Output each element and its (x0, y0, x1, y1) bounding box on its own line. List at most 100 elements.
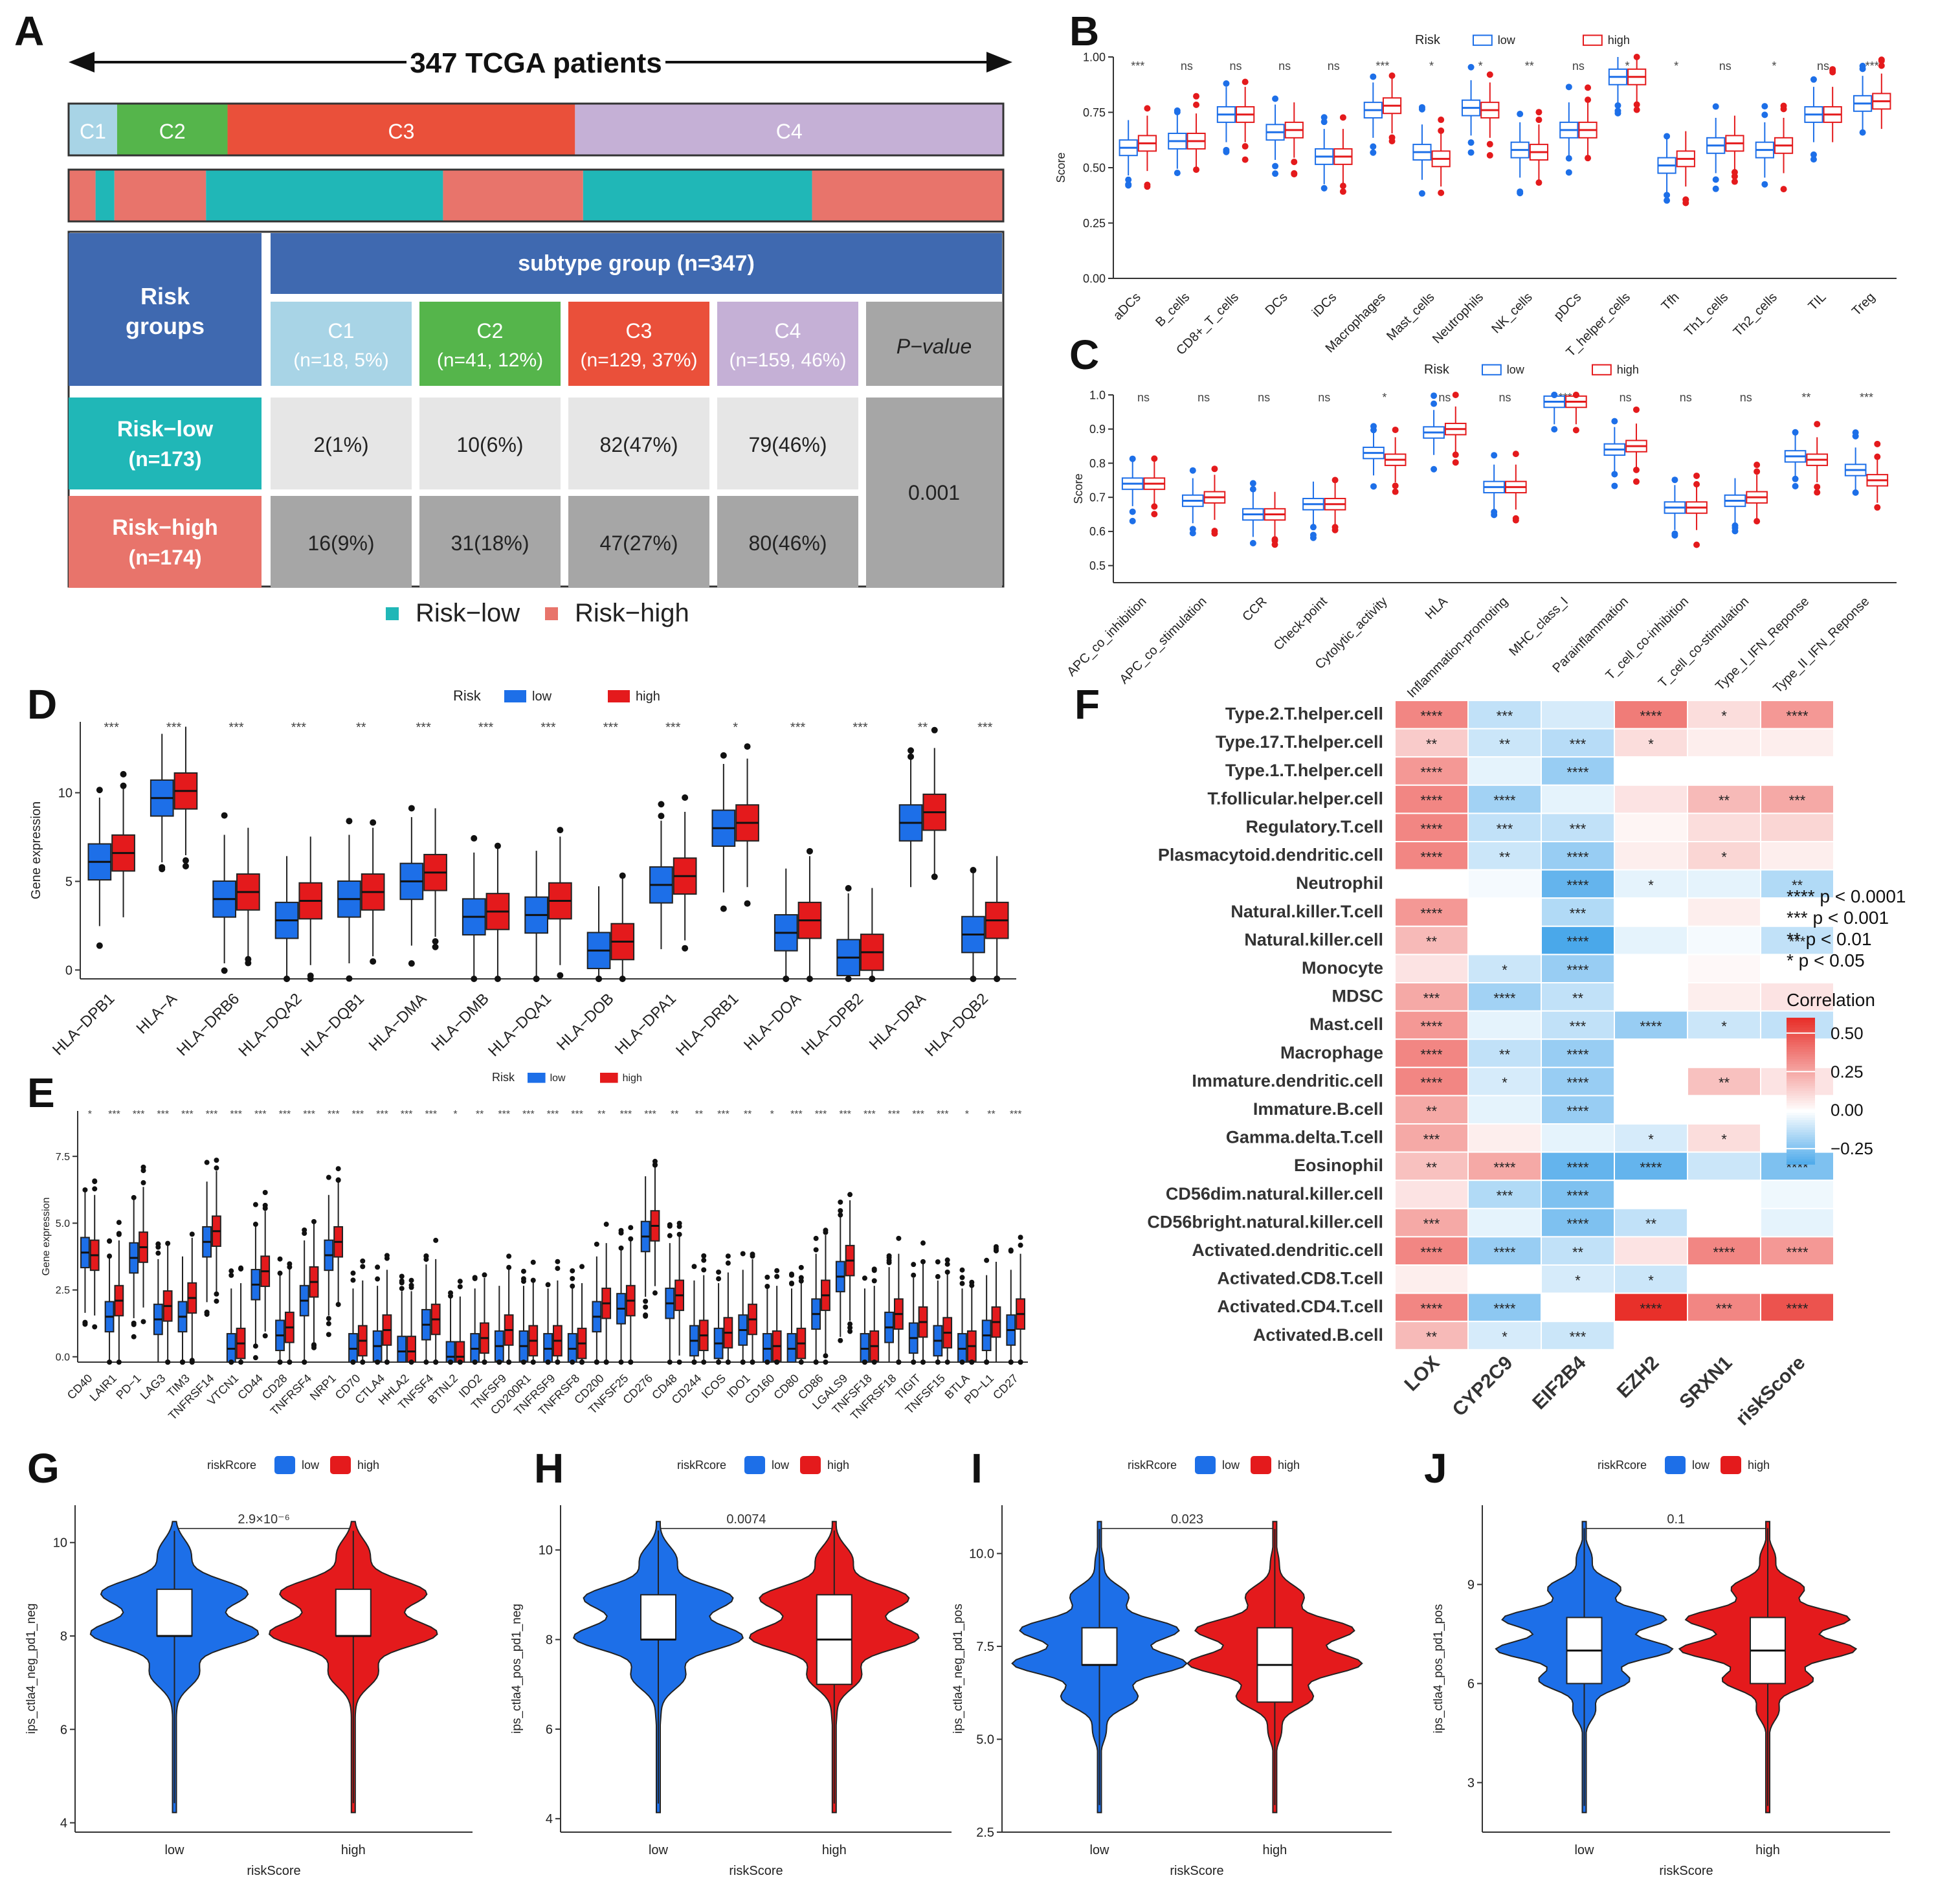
heatmap-star: **** (1493, 1301, 1516, 1317)
heatmap-column-label: EZH2 (1613, 1352, 1664, 1402)
heatmap-star: **** (1493, 1244, 1516, 1260)
significance-label: ** (671, 1109, 678, 1120)
row-header-count: (n=174) (129, 546, 202, 569)
x-tick-label: high (1262, 1843, 1287, 1857)
colorbar-step (1787, 1061, 1815, 1065)
significance-label: *** (571, 1109, 583, 1120)
outlier-point (783, 976, 790, 982)
outlier-point (1761, 181, 1768, 188)
outlier-point (350, 1360, 356, 1365)
box-high-CD40 (89, 1178, 100, 1330)
risk-track-segment (443, 170, 583, 221)
outlier-point (1814, 489, 1821, 496)
column-header-C4 (717, 302, 858, 386)
panel-letter-H: H (534, 1445, 564, 1492)
outlier-point (1664, 192, 1671, 199)
legend-label-low: low (1222, 1459, 1240, 1472)
heatmap-cell (1760, 1207, 1834, 1238)
significance-label: ns (1719, 60, 1732, 73)
violin-box (1081, 1627, 1118, 1666)
outlier-point (92, 1179, 98, 1185)
heatmap-cell (1687, 925, 1761, 956)
outlier-point (399, 1273, 405, 1279)
outlier-point (1572, 427, 1579, 434)
arrow-head-left (69, 52, 95, 73)
significance-label: * (1478, 60, 1483, 73)
heatmap-row-label: Activated.CD4.T.cell (1217, 1297, 1383, 1316)
outlier-point (838, 1212, 843, 1218)
y-tick-label: 0.5 (1089, 559, 1106, 572)
heatmap-cell (1467, 784, 1542, 814)
heatmap-star: **** (1640, 1018, 1662, 1035)
box-low-CD276 (640, 1176, 651, 1319)
heatmap-star: **** (1420, 821, 1443, 837)
legend-swatch-high (608, 690, 630, 702)
heatmap-cell (1467, 1010, 1542, 1040)
legend: riskRcore low high (207, 1456, 379, 1474)
outlier-point (1223, 80, 1230, 87)
outlier-point (682, 945, 689, 952)
outlier-point (701, 1253, 707, 1259)
box-low-Inflammation-promoting (1483, 452, 1505, 519)
outlier-point (346, 975, 353, 982)
colorbar-step (1787, 1144, 1815, 1148)
box-high-Th2_cells (1774, 102, 1794, 193)
box-high-Cytolytic_activity (1384, 426, 1407, 495)
outlier-point (1792, 429, 1799, 436)
heatmap-row-label: Type.17.T.helper.cell (1216, 732, 1383, 752)
heatmap-cell (1467, 1066, 1542, 1097)
heatmap-row-label: Regulatory.T.cell (1245, 817, 1383, 836)
comparison-pvalue: 0.1 (1667, 1512, 1685, 1527)
outlier-point (252, 1343, 258, 1349)
outlier-point (1632, 466, 1640, 473)
outlier-point (346, 818, 353, 825)
significance-label: *** (416, 721, 432, 735)
table-cell-value: 80(46%) (749, 532, 827, 555)
heatmap-star: **** (1566, 877, 1589, 893)
outlier-point (789, 1281, 795, 1286)
y-tick-label: 4 (546, 1812, 553, 1826)
colorbar-step (1787, 1125, 1815, 1128)
outlier-point (1810, 156, 1817, 163)
heatmap-cell (1541, 784, 1615, 814)
outlier-point (1144, 105, 1151, 112)
legend-title: riskRcore (207, 1459, 256, 1472)
y-tick-label: 4 (60, 1817, 67, 1831)
box-low-TNFSF9 (494, 1286, 504, 1365)
heatmap-cell (1467, 1123, 1542, 1153)
outlier-point (116, 1231, 122, 1237)
heatmap-cell (1614, 925, 1688, 956)
heatmap-star: *** (1789, 934, 1806, 950)
column-header-count: (n=159, 46%) (729, 350, 847, 371)
outlier-point (570, 1275, 575, 1281)
box-high-HLA−DOA (797, 847, 822, 982)
heatmap-star: * (1648, 1272, 1654, 1288)
outlier-point (652, 1158, 658, 1164)
y-axis-title: Score (1072, 473, 1085, 504)
box-high-HLA−DQB2 (985, 856, 1009, 982)
x-tick-label: HLA−DPB2 (798, 990, 867, 1058)
outlier-point (603, 1222, 609, 1227)
outlier-point (643, 1312, 649, 1318)
x-tick-label: HLA−DRB1 (673, 990, 742, 1059)
heatmap-cell (1687, 1264, 1761, 1294)
outlier-point (984, 1360, 990, 1365)
x-tick-label: iDCs (1309, 290, 1339, 320)
box-low-DCs (1265, 95, 1285, 177)
outlier-point (1731, 178, 1738, 185)
outlier-point (570, 1268, 575, 1273)
outlier-point (326, 1174, 331, 1180)
heatmap-cell (1394, 1207, 1469, 1238)
box-body (397, 1336, 407, 1363)
heatmap-cell (1394, 869, 1469, 899)
box-low-CD200 (592, 1241, 602, 1365)
heatmap-row-label: CD56bright.natural.killer.cell (1147, 1212, 1383, 1231)
outlier-point (725, 1260, 731, 1266)
outlier-point (1633, 101, 1640, 108)
x-tick-label: HLA−DMB (428, 990, 493, 1055)
colorbar-step (1787, 1042, 1815, 1046)
outlier-point (1632, 406, 1640, 413)
heatmap-star: **** (1420, 1018, 1443, 1035)
significance-label: ns (1328, 60, 1340, 73)
